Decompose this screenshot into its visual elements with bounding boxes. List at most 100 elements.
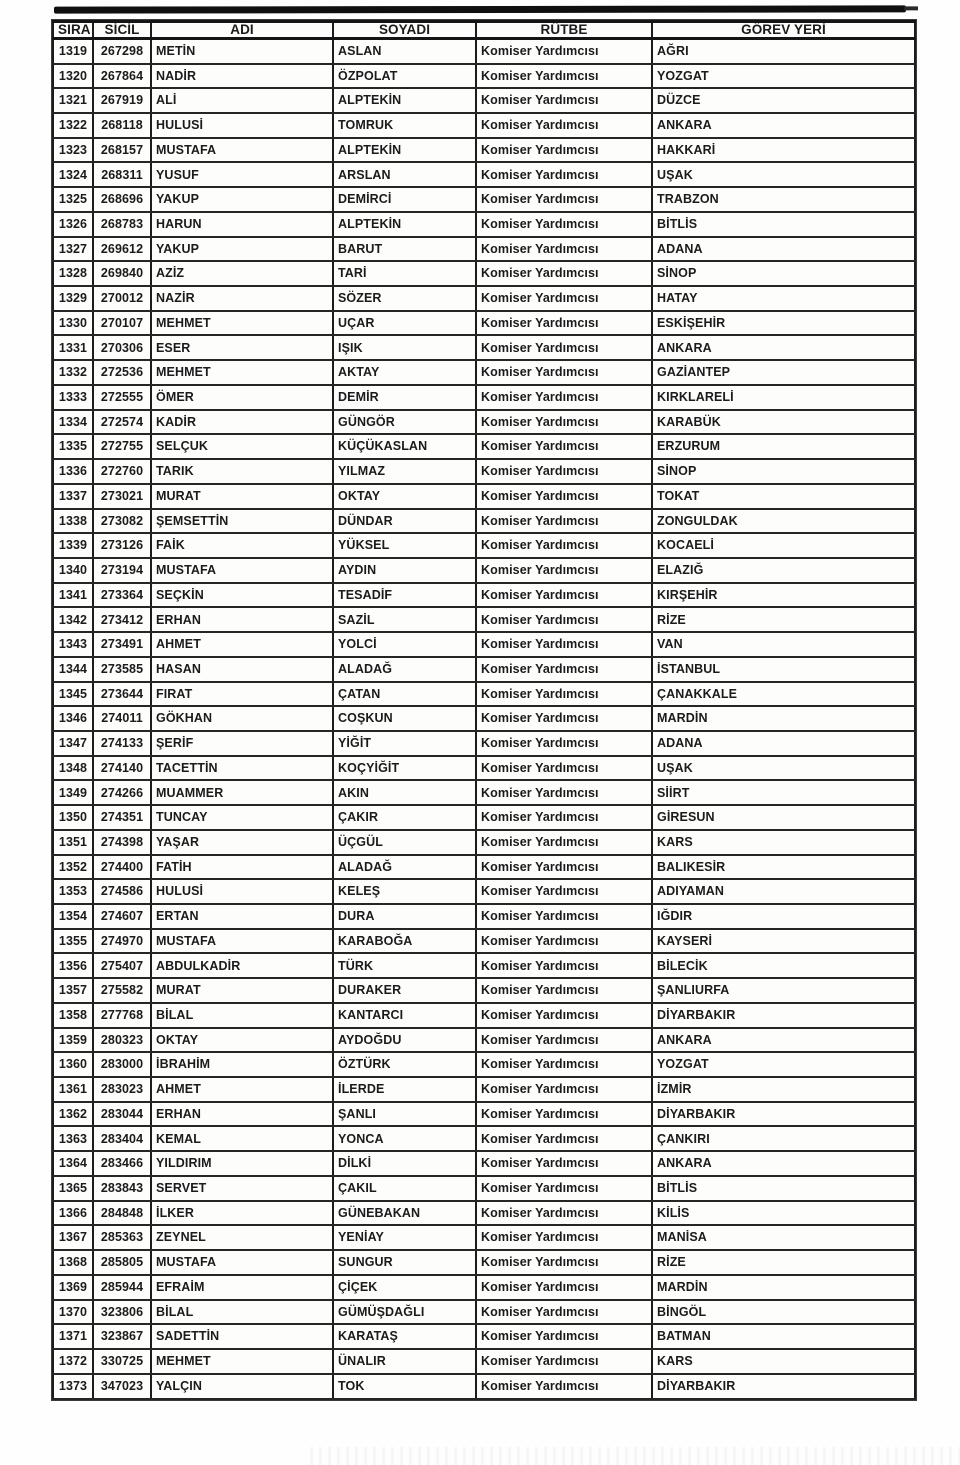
cell-rutbe: Komiser Yardımcısı [475, 1125, 653, 1153]
cell-sicil: 285805 [92, 1249, 152, 1276]
cell-gorev-yeri: ÇANAKKALE [651, 680, 916, 708]
cell-adi: MUSTAFA [150, 136, 334, 164]
table-row: 1329 270012 NAZİR SÖZER Komiser Yardımcı… [52, 285, 916, 312]
cell-rutbe: Komiser Yardımcısı [475, 62, 653, 90]
cell-adi: OKTAY [150, 1026, 334, 1054]
cell-sira: 1368 [52, 1249, 94, 1276]
cell-soyadi: OKTAY [332, 482, 477, 510]
cell-soyadi: YİĞİT [332, 729, 477, 757]
cell-rutbe: Komiser Yardımcısı [475, 507, 653, 535]
cell-sira: 1322 [52, 112, 94, 139]
table-row: 1338 273082 ŞEMSETTİN DÜNDAR Komiser Yar… [52, 507, 916, 535]
cell-rutbe: Komiser Yardımcısı [475, 1051, 653, 1079]
table-row: 1373 347023 YALÇIN TOK Komiser Yardımcıs… [52, 1372, 916, 1401]
cell-soyadi: TARİ [332, 260, 477, 288]
cell-soyadi: ÇAKIR [332, 804, 477, 831]
cell-rutbe: Komiser Yardımcısı [475, 1150, 653, 1177]
cell-adi: KEMAL [150, 1125, 334, 1153]
cell-soyadi: ÇİÇEK [332, 1273, 477, 1301]
table-row: 1334 272574 KADİR GÜNGÖR Komiser Yardımc… [52, 408, 916, 436]
cell-soyadi: DURAKER [332, 977, 477, 1004]
cell-soyadi: İLERDE [332, 1076, 477, 1103]
cell-sicil: 323867 [92, 1323, 152, 1350]
cell-gorev-yeri: BİLECİK [651, 952, 916, 980]
cell-sicil: 269612 [92, 235, 152, 263]
table-row: 1332 272536 MEHMET AKTAY Komiser Yardımc… [52, 359, 916, 386]
cell-sicil: 323806 [92, 1298, 152, 1326]
cell-rutbe: Komiser Yardımcısı [475, 112, 653, 139]
cell-gorev-yeri: DİYARBAKIR [651, 1372, 916, 1401]
cell-gorev-yeri: RİZE [651, 1249, 916, 1276]
cell-sira: 1337 [52, 482, 94, 510]
table-row: 1348 274140 TACETTİN KOÇYİĞİT Komiser Ya… [52, 754, 916, 782]
table-row: 1350 274351 TUNCAY ÇAKIR Komiser Yardımc… [52, 804, 916, 831]
cell-rutbe: Komiser Yardımcısı [475, 1273, 653, 1301]
cell-rutbe: Komiser Yardımcısı [475, 1100, 653, 1128]
cell-gorev-yeri: YOZGAT [651, 1051, 916, 1079]
cell-sira: 1347 [52, 729, 94, 757]
cell-soyadi: TOMRUK [332, 112, 477, 139]
cell-sicil: 273021 [92, 482, 152, 510]
cell-soyadi: ŞANLI [332, 1100, 477, 1128]
cell-sicil: 285944 [92, 1273, 152, 1301]
cell-gorev-yeri: KOCAELİ [651, 532, 916, 559]
cell-sicil: 267298 [92, 37, 152, 65]
table-row: 1339 273126 FAİK YÜKSEL Komiser Yardımcı… [52, 532, 916, 559]
cell-soyadi: DURA [332, 903, 477, 930]
cell-sira: 1325 [52, 186, 94, 213]
cell-rutbe: Komiser Yardımcısı [475, 235, 653, 263]
cell-gorev-yeri: BİTLİS [651, 1174, 916, 1202]
cell-sira: 1356 [52, 952, 94, 980]
cell-gorev-yeri: KARS [651, 828, 916, 856]
cell-soyadi: ALPTEKİN [332, 87, 477, 115]
cell-rutbe: Komiser Yardımcısı [475, 1076, 653, 1103]
cell-sira: 1343 [52, 631, 94, 658]
cell-adi: ÖMER [150, 383, 334, 411]
cell-gorev-yeri: AĞRI [651, 37, 916, 65]
column-header-sicil: SİCİL [92, 20, 152, 40]
cell-sicil: 267864 [92, 62, 152, 90]
cell-adi: YAŞAR [150, 828, 334, 856]
cell-adi: TUNCAY [150, 804, 334, 831]
cell-adi: HARUN [150, 210, 334, 238]
table-row: 1324 268311 YUSUF ARSLAN Komiser Yardımc… [52, 161, 916, 189]
cell-soyadi: AYDOĞDU [332, 1026, 477, 1054]
cell-sicil: 274398 [92, 828, 152, 856]
cell-gorev-yeri: ANKARA [651, 112, 916, 139]
cell-sicil: 274970 [92, 927, 152, 955]
cell-soyadi: YENİAY [332, 1224, 477, 1252]
cell-soyadi: IŞIK [332, 334, 477, 362]
cell-soyadi: YILMAZ [332, 458, 477, 485]
cell-sicil: 269840 [92, 260, 152, 288]
table-row: 1372 330725 MEHMET ÜNALIR Komiser Yardım… [52, 1347, 916, 1375]
cell-soyadi: ALADAĞ [332, 853, 477, 881]
cell-rutbe: Komiser Yardımcısı [475, 210, 653, 238]
cell-adi: ALİ [150, 87, 334, 115]
cell-sira: 1324 [52, 161, 94, 189]
cell-sira: 1349 [52, 779, 94, 807]
cell-sicil: 268118 [92, 112, 152, 139]
cell-soyadi: GÜNEBAKAN [332, 1199, 477, 1227]
table-row: 1331 270306 ESER IŞIK Komiser Yardımcısı… [52, 334, 916, 362]
cell-soyadi: AYDIN [332, 556, 477, 584]
cell-sicil: 268696 [92, 186, 152, 213]
cell-rutbe: Komiser Yardımcısı [475, 680, 653, 708]
cell-sira: 1339 [52, 532, 94, 559]
table-row: 1336 272760 TARIK YILMAZ Komiser Yardımc… [52, 458, 916, 485]
cell-adi: MUAMMER [150, 779, 334, 807]
cell-rutbe: Komiser Yardımcısı [475, 1199, 653, 1227]
table-row: 1344 273585 HASAN ALADAĞ Komiser Yardımc… [52, 655, 916, 683]
cell-rutbe: Komiser Yardımcısı [475, 952, 653, 980]
cell-rutbe: Komiser Yardımcısı [475, 37, 653, 65]
cell-soyadi: ALPTEKİN [332, 210, 477, 238]
cell-sira: 1333 [52, 383, 94, 411]
column-header-soyadi: SOYADI [332, 20, 477, 40]
cell-rutbe: Komiser Yardımcısı [475, 977, 653, 1004]
cell-rutbe: Komiser Yardımcısı [475, 754, 653, 782]
cell-gorev-yeri: GAZİANTEP [651, 359, 916, 386]
cell-gorev-yeri: İSTANBUL [651, 655, 916, 683]
cell-rutbe: Komiser Yardımcısı [475, 903, 653, 930]
cell-gorev-yeri: ESKİŞEHİR [651, 309, 916, 337]
cell-rutbe: Komiser Yardımcısı [475, 606, 653, 634]
